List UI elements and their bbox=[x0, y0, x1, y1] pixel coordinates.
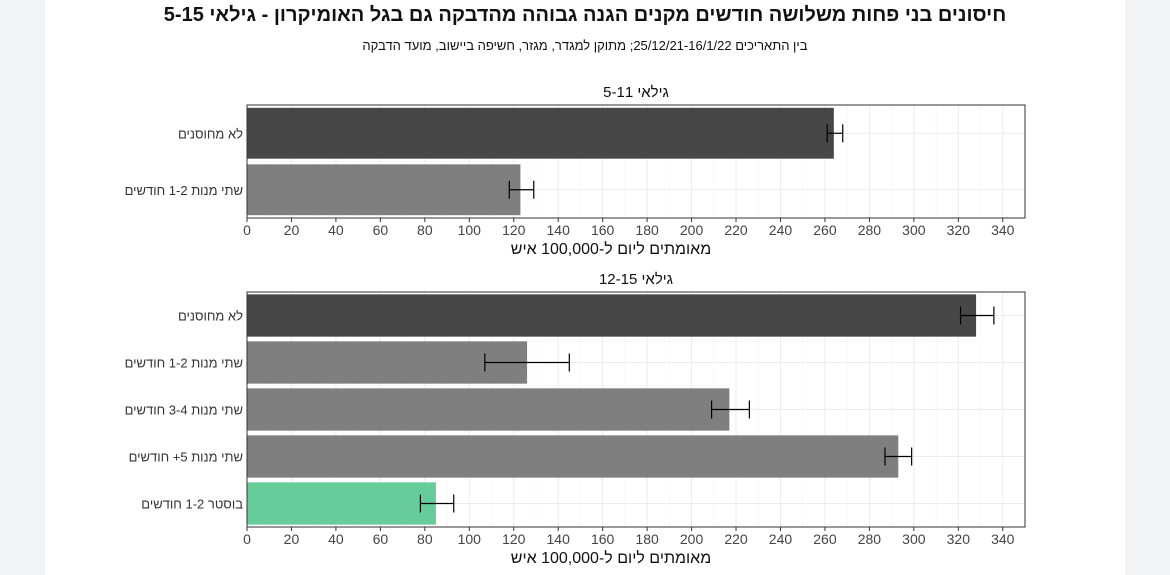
x-tick-label: 220 bbox=[724, 531, 748, 547]
category-label: לא מחוסנים bbox=[178, 309, 243, 324]
x-tick-label: 180 bbox=[635, 222, 659, 238]
x-tick-label: 160 bbox=[591, 531, 615, 547]
x-tick-label: 240 bbox=[769, 222, 793, 238]
x-tick-label: 120 bbox=[502, 222, 526, 238]
x-tick-label: 180 bbox=[635, 531, 659, 547]
category-label: שתי מנות 1-2 חודשים bbox=[125, 356, 243, 371]
bar bbox=[247, 388, 730, 431]
x-tick-label: 300 bbox=[902, 531, 926, 547]
x-tick-label: 340 bbox=[991, 222, 1015, 238]
x-tick-label: 220 bbox=[724, 222, 748, 238]
x-tick-label: 0 bbox=[243, 222, 251, 238]
bar bbox=[247, 294, 977, 337]
x-tick-label: 320 bbox=[947, 222, 971, 238]
x-tick-label: 100 bbox=[458, 222, 482, 238]
category-label: שתי מנות 3-4 חודשים bbox=[125, 403, 243, 418]
x-tick-label: 20 bbox=[284, 531, 300, 547]
plot-border bbox=[246, 104, 1026, 219]
panel-title: גילאי 12-15 bbox=[599, 271, 673, 288]
bar bbox=[247, 482, 436, 525]
x-tick-label: 240 bbox=[769, 531, 793, 547]
chart-title: חיסונים בני פחות משלושה חודשים מקנים הגנ… bbox=[163, 4, 1007, 26]
x-tick-label: 120 bbox=[502, 531, 526, 547]
x-tick-label: 340 bbox=[991, 531, 1015, 547]
x-tick-label: 140 bbox=[547, 531, 571, 547]
bar bbox=[247, 341, 528, 384]
x-tick-label: 60 bbox=[373, 222, 389, 238]
x-tick-label: 0 bbox=[243, 531, 251, 547]
x-tick-label: 60 bbox=[373, 531, 389, 547]
plot-border bbox=[246, 291, 1026, 528]
x-tick-label: 280 bbox=[858, 531, 882, 547]
category-label: שתי מנות 5+ חודשים bbox=[129, 450, 243, 465]
category-label: לא מחוסנים bbox=[178, 126, 243, 141]
x-tick-label: 140 bbox=[547, 222, 571, 238]
category-label: שתי מנות 1-2 חודשים bbox=[125, 183, 243, 198]
x-tick-label: 100 bbox=[458, 531, 482, 547]
x-tick-label: 80 bbox=[417, 222, 433, 238]
x-tick-label: 20 bbox=[284, 222, 300, 238]
bar bbox=[247, 435, 899, 478]
x-tick-label: 260 bbox=[813, 531, 837, 547]
x-tick-label: 300 bbox=[902, 222, 926, 238]
x-tick-label: 40 bbox=[328, 531, 344, 547]
x-axis-label: מאומתים ליום ל-100,000 איש bbox=[511, 549, 711, 567]
x-tick-label: 160 bbox=[591, 222, 615, 238]
x-tick-label: 200 bbox=[680, 222, 704, 238]
x-tick-label: 40 bbox=[328, 222, 344, 238]
panel-title: גילאי 5-11 bbox=[603, 84, 669, 101]
x-tick-label: 200 bbox=[680, 531, 704, 547]
x-tick-label: 80 bbox=[417, 531, 433, 547]
x-axis-label: מאומתים ליום ל-100,000 איש bbox=[511, 240, 711, 258]
bar bbox=[247, 164, 521, 216]
x-tick-label: 260 bbox=[813, 222, 837, 238]
category-label: בוסטר 1-2 חודשים bbox=[141, 497, 243, 512]
x-tick-label: 280 bbox=[858, 222, 882, 238]
bar bbox=[247, 107, 834, 159]
chart-subtitle: בין התאריכים 25/12/21-16/1/22; מתוקן למג… bbox=[362, 38, 808, 53]
x-tick-label: 320 bbox=[947, 531, 971, 547]
